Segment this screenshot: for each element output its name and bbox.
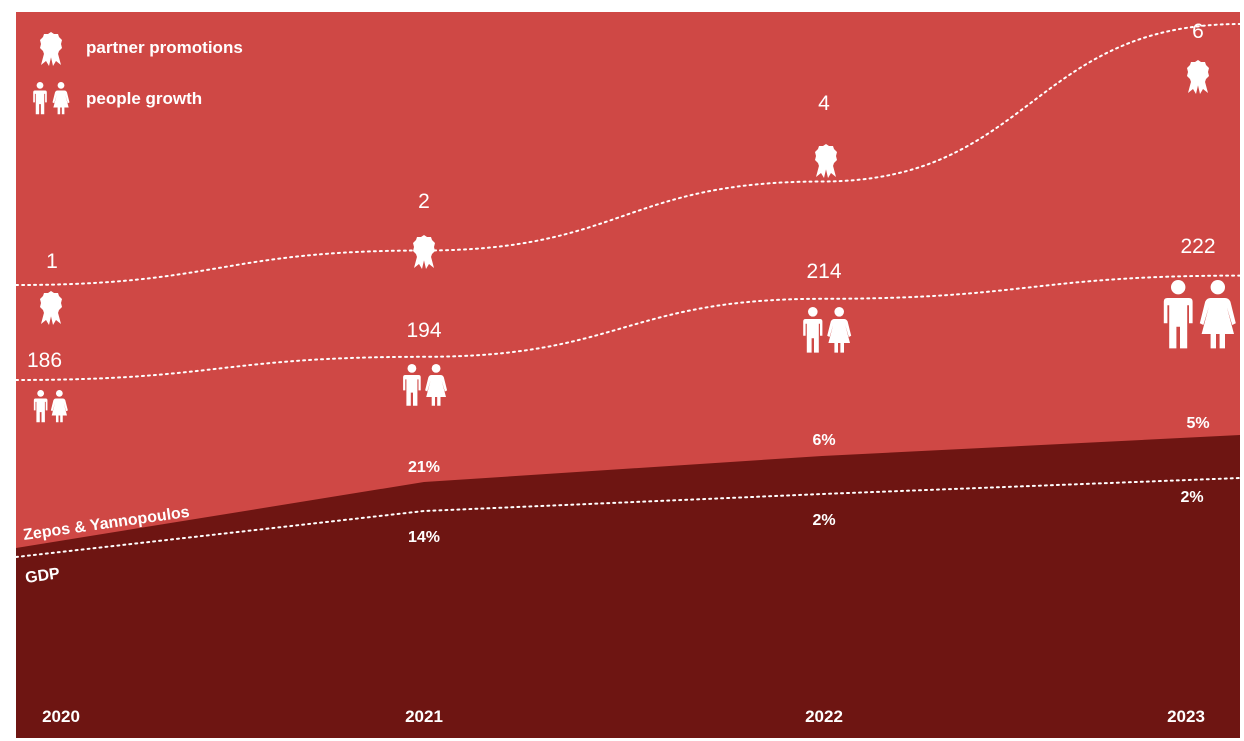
x-tick-label: 2023: [1167, 707, 1205, 726]
people-value-label: 186: [27, 349, 62, 372]
zepos-yannopoulos-area: [16, 435, 1240, 738]
x-tick-label: 2021: [405, 707, 443, 726]
partner-promotions-line: [15, 23, 1241, 286]
people-value-label: 214: [806, 260, 841, 283]
promotions-value-label: 1: [46, 250, 58, 273]
people-value-label: 194: [406, 319, 441, 342]
legend-label-promotions: partner promotions: [86, 38, 243, 57]
people-growth-line: [15, 274, 1241, 381]
chart-marks: 1 2 4 6 186 194 214 222 21% 6% 5% 14% 2% 2% 2020 2021 20…: [27, 20, 1236, 726]
gdp-growth-label: 14%: [408, 529, 440, 546]
gdp-label: GDP: [24, 565, 61, 587]
legend: partner promotions people growth: [33, 32, 243, 115]
x-tick-label: 2020: [42, 707, 80, 726]
promotions-value-label: 4: [818, 92, 830, 115]
people-value-label: 222: [1180, 235, 1215, 258]
gdp-growth-label: 2%: [812, 512, 835, 529]
gdp-line: [15, 477, 1241, 558]
zepos-growth-label: 6%: [812, 432, 835, 449]
zepos-growth-label: 5%: [1186, 415, 1209, 432]
zepos-growth-label: 21%: [408, 459, 440, 476]
legend-label-people: people growth: [86, 89, 202, 108]
x-tick-label: 2022: [805, 707, 843, 726]
promotions-value-label: 6: [1192, 20, 1204, 43]
gdp-growth-label: 2%: [1180, 489, 1203, 506]
promotions-value-label: 2: [418, 190, 430, 213]
